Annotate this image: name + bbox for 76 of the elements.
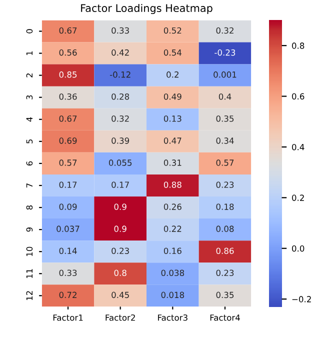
y-tick-label: 12 xyxy=(26,291,32,300)
data-label: 0.35 xyxy=(216,292,234,298)
data-label: 0.34 xyxy=(216,138,234,144)
data-label: -0.23 xyxy=(214,49,236,56)
data-label: 0.39 xyxy=(112,138,130,144)
data-label: 0.08 xyxy=(216,226,234,232)
data-label: 0.42 xyxy=(112,49,129,56)
color-bar-label: −0.2 xyxy=(292,296,311,302)
y-tick-label: 4 xyxy=(26,117,32,122)
y-tick-label: 9 xyxy=(26,227,33,232)
color-bar-label: 0.8 xyxy=(292,42,304,49)
data-label: 0.69 xyxy=(59,138,77,144)
data-label: 0.85 xyxy=(59,71,77,78)
x-tick-label: Factor2 xyxy=(106,314,135,321)
data-label: 0.23 xyxy=(216,270,234,276)
data-label: 0.9 xyxy=(114,204,126,210)
data-label: 0.54 xyxy=(164,49,182,56)
data-label: 0.67 xyxy=(59,115,77,122)
data-label: 0.49 xyxy=(164,93,182,100)
y-tick-label: 7 xyxy=(26,184,32,188)
color-bar-label: 0.6 xyxy=(292,93,304,100)
data-label: 0.57 xyxy=(216,160,234,166)
data-label: 0.45 xyxy=(112,292,129,298)
data-label: 0.9 xyxy=(114,226,126,232)
data-label: 0.23 xyxy=(112,248,129,254)
y-tick-label: 0 xyxy=(26,29,33,34)
data-label: 0.26 xyxy=(164,204,182,210)
data-label: 0.18 xyxy=(216,204,234,210)
x-tick-label: Factor1 xyxy=(53,314,83,321)
y-tick-label: 8 xyxy=(26,205,33,210)
chart-title: Factor Loadings Heatmap xyxy=(81,4,212,14)
data-label: 0.17 xyxy=(112,182,129,188)
data-label: 0.57 xyxy=(59,160,77,166)
data-label: 0.32 xyxy=(216,27,234,34)
data-label: -0.12 xyxy=(110,71,130,78)
y-tick-label: 10 xyxy=(26,246,33,256)
y-tick-label: 3 xyxy=(26,95,33,100)
color-bar-label: 0.0 xyxy=(292,245,304,252)
data-label: 0.22 xyxy=(164,226,182,232)
data-label: 0.018 xyxy=(161,292,184,298)
data-label: 0.31 xyxy=(164,160,182,166)
data-label: 0.001 xyxy=(214,71,236,78)
data-label: 0.47 xyxy=(164,138,182,144)
y-tick-label: 6 xyxy=(26,161,33,166)
data-label: 0.13 xyxy=(164,115,182,122)
data-label: 0.86 xyxy=(216,248,234,254)
data-label: 0.23 xyxy=(216,182,234,188)
y-tick-label: 1 xyxy=(26,51,32,56)
data-label: 0.4 xyxy=(218,93,232,100)
data-label: 0.52 xyxy=(164,27,182,34)
x-tick-label: Factor4 xyxy=(210,314,240,321)
data-label: 0.28 xyxy=(112,93,130,100)
y-tick-label: 5 xyxy=(26,139,33,144)
data-label: 0.35 xyxy=(216,115,234,122)
x-tick-label: Factor3 xyxy=(158,314,188,321)
color-bar-label: 0.4 xyxy=(292,144,304,150)
data-label: 0.09 xyxy=(59,204,77,210)
data-label: 0.32 xyxy=(112,115,129,122)
data-label: 0.037 xyxy=(56,226,80,232)
data-label: 0.038 xyxy=(161,270,184,276)
data-label: 0.67 xyxy=(59,27,77,34)
data-label: 0.33 xyxy=(59,270,77,276)
y-tick-label: 11 xyxy=(26,269,32,278)
data-label: 0.88 xyxy=(164,182,182,188)
data-label: 0.17 xyxy=(59,182,77,188)
data-label: 0.16 xyxy=(164,248,182,254)
data-label: 0.56 xyxy=(59,49,77,56)
data-label: 0.8 xyxy=(114,270,126,276)
data-label: 0.72 xyxy=(59,292,76,298)
data-label: 0.14 xyxy=(59,248,77,254)
data-label: 0.2 xyxy=(166,71,178,78)
color-bar-label: 0.2 xyxy=(292,194,304,201)
y-tick-label: 2 xyxy=(26,73,32,78)
data-label: 0.36 xyxy=(59,93,77,100)
data-label: 0.055 xyxy=(108,160,132,166)
data-label: 0.33 xyxy=(112,27,129,34)
